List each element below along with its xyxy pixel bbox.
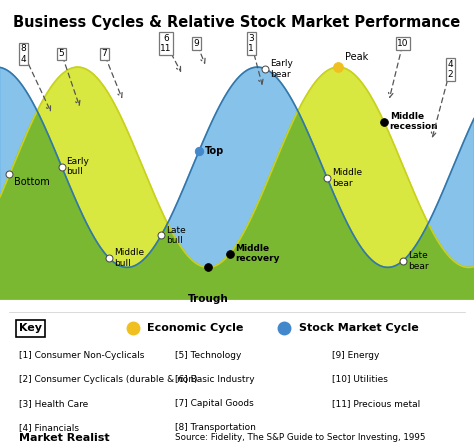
Text: Early
bull: Early bull [66,157,89,176]
Text: 8
4: 8 4 [21,44,27,64]
Text: [11] Precious metal: [11] Precious metal [332,399,420,408]
Text: 4
2: 4 2 [447,60,453,79]
Text: [10] Utilities: [10] Utilities [332,375,388,384]
Text: [7] Capital Goods: [7] Capital Goods [175,399,254,408]
Text: 3
1: 3 1 [248,34,254,53]
Text: 9: 9 [194,39,200,48]
Text: 6
11: 6 11 [160,34,172,53]
Text: [1] Consumer Non-Cyclicals: [1] Consumer Non-Cyclicals [19,351,145,359]
Text: Economic Cycle: Economic Cycle [147,323,243,333]
Text: Bottom: Bottom [14,178,50,187]
Text: Early
bear: Early bear [270,59,293,78]
Text: [8] Transportation: [8] Transportation [175,423,256,432]
Text: Late
bull: Late bull [166,226,186,245]
Text: [5] Technology: [5] Technology [175,351,242,359]
Text: Middle
recovery: Middle recovery [236,244,280,264]
Text: Stock Market Cycle: Stock Market Cycle [299,323,419,333]
Text: [2] Consumer Cyclicals (durable & non): [2] Consumer Cyclicals (durable & non) [19,375,198,384]
Text: Trough: Trough [188,294,228,304]
Text: Business Cycles & Relative Stock Market Performance: Business Cycles & Relative Stock Market … [13,15,461,30]
Text: [3] Health Care: [3] Health Care [19,399,88,408]
Text: Middle
bear: Middle bear [332,168,362,188]
Text: 7: 7 [101,50,107,58]
Text: Middle
bull: Middle bull [114,248,144,268]
Text: Market Realist: Market Realist [19,433,109,443]
Text: [9] Energy: [9] Energy [332,351,379,359]
Text: Late
bear: Late bear [408,251,428,271]
Text: 10: 10 [397,39,409,48]
Text: Top: Top [205,146,224,156]
Text: [6] Basic Industry: [6] Basic Industry [175,375,255,384]
Text: [4] Financials: [4] Financials [19,423,79,432]
Text: Key: Key [19,323,42,333]
Text: 5: 5 [59,50,64,58]
Text: Source: Fidelity, The S&P Guide to Sector Investing, 1995: Source: Fidelity, The S&P Guide to Secto… [175,434,426,442]
Text: Middle
recession: Middle recession [390,112,438,132]
Text: Peak: Peak [346,52,369,62]
